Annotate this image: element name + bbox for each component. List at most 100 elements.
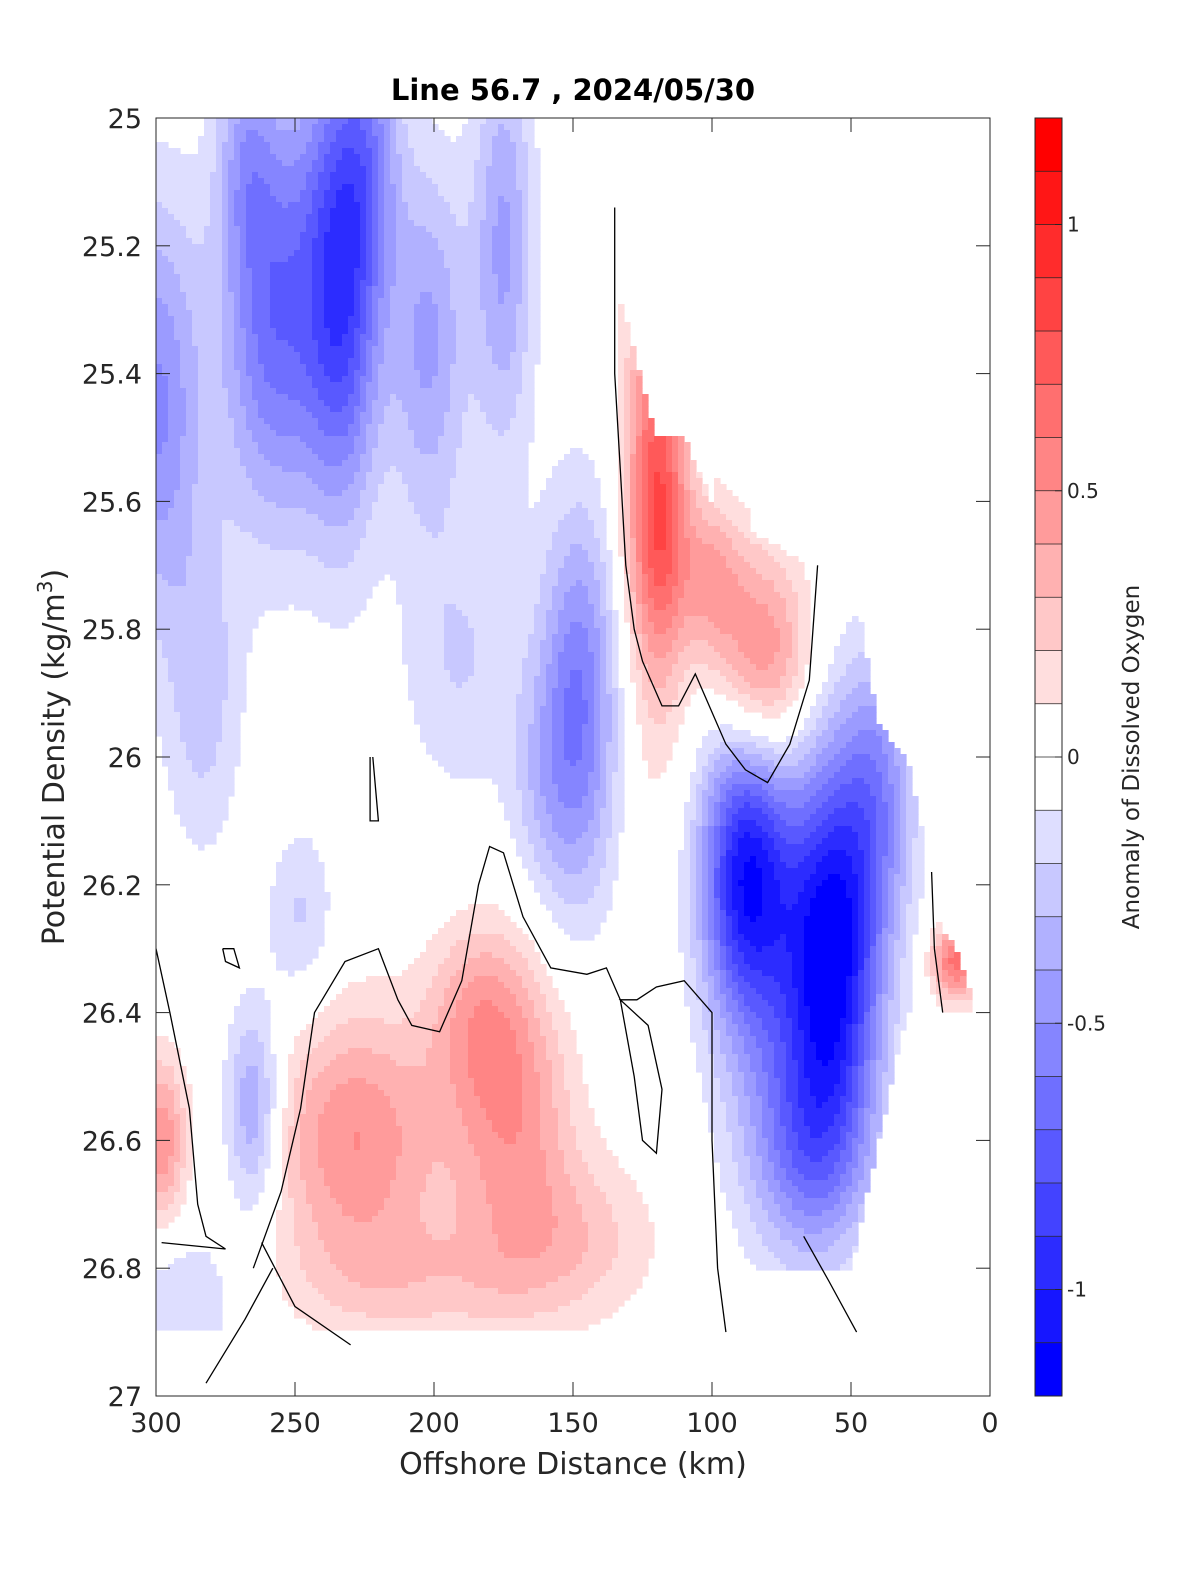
contour-cell (156, 472, 181, 479)
contour-cell (414, 160, 475, 167)
contour-cell (156, 412, 169, 419)
contour-cell (276, 1240, 295, 1247)
contour-cell (486, 1180, 547, 1187)
contour-cell (888, 820, 895, 827)
contour-cell (726, 838, 733, 845)
contour-cell (222, 196, 229, 203)
contour-cell (774, 1048, 787, 1055)
contour-cell (354, 442, 367, 449)
contour-cell (804, 1036, 811, 1043)
contour-cell (366, 184, 373, 191)
contour-cell (432, 382, 451, 389)
contour-cell (456, 1102, 481, 1109)
contour-cell (510, 250, 523, 257)
contour-cell (516, 346, 529, 353)
contour-cell (396, 1060, 427, 1067)
contour-cell (738, 1168, 751, 1175)
contour-cell (240, 448, 259, 455)
contour-cell (222, 154, 235, 161)
contour-cell (852, 994, 859, 1001)
contour-cell (282, 1204, 295, 1211)
contour-cell (588, 1234, 619, 1241)
contour-cell (282, 1162, 289, 1169)
contour-cell (198, 772, 205, 779)
contour-cell (906, 850, 913, 857)
contour-cell (324, 1006, 421, 1013)
colorbar-segment (1035, 277, 1062, 332)
contour-cell (606, 742, 619, 749)
contour-cell (228, 262, 241, 269)
contour-cell (360, 364, 367, 371)
contour-cell (546, 994, 559, 1001)
contour-cell (954, 976, 961, 983)
contour-cell (678, 652, 721, 659)
contour-cell (384, 166, 391, 173)
contour-cell (528, 298, 541, 305)
contour-cell (222, 1120, 235, 1127)
contour-cell (180, 820, 223, 827)
contour-cell (708, 994, 715, 1001)
contour-cell (366, 136, 379, 143)
contour-cell (174, 490, 193, 497)
contour-cell (750, 1168, 763, 1175)
contour-cell (540, 664, 547, 671)
contour-cell (546, 1036, 559, 1043)
contour-cell (240, 166, 313, 173)
contour-cell (198, 370, 223, 377)
contour-cell (222, 298, 235, 305)
contour-cell (240, 148, 271, 155)
contour-cell (852, 916, 859, 923)
contour-cell (366, 358, 373, 365)
contour-cell (396, 226, 427, 233)
contour-cell (180, 1174, 193, 1181)
contour-cell (852, 1084, 859, 1091)
contour-cell (648, 562, 673, 569)
contour-cell (762, 1048, 775, 1055)
contour-cell (156, 502, 175, 509)
contour-cell (762, 838, 775, 845)
contour-cell (252, 172, 259, 179)
contour-cell (510, 226, 523, 233)
contour-cell (834, 658, 853, 665)
contour-cell (708, 832, 715, 839)
contour-cell (456, 604, 535, 611)
contour-cell (852, 1000, 859, 1007)
contour-cell (390, 394, 397, 401)
contour-cell (864, 874, 871, 881)
contour-cell (594, 652, 601, 659)
contour-cell (882, 1006, 889, 1013)
contour-cell (354, 1138, 361, 1145)
contour-cell (312, 1084, 337, 1091)
contour-cell (366, 262, 373, 269)
contour-cell (864, 1138, 871, 1145)
contour-cell (906, 922, 919, 929)
contour-cell (528, 208, 541, 215)
contour-cell (726, 1102, 739, 1109)
contour-cell (744, 676, 781, 683)
contour-cell (222, 220, 229, 227)
contour-cell (390, 136, 397, 143)
contour-cell (228, 196, 235, 203)
contour-cell (588, 712, 595, 719)
contour-cell (528, 304, 541, 311)
contour-cell (162, 652, 229, 659)
contour-cell (630, 424, 637, 431)
contour-cell (720, 868, 727, 875)
contour-cell (402, 154, 415, 161)
contour-cell (678, 538, 691, 545)
contour-cell (510, 418, 535, 425)
contour-cell (492, 1210, 553, 1217)
contour-cell (816, 754, 835, 761)
contour-cell (876, 946, 883, 953)
contour-cell (480, 1000, 493, 1007)
contour-cell (318, 352, 355, 359)
contour-cell (930, 988, 937, 995)
contour-cell (780, 1108, 793, 1115)
contour-cell (720, 862, 727, 869)
contour-cell (228, 214, 235, 221)
contour-cell (792, 1048, 805, 1055)
contour-cell (822, 838, 859, 845)
contour-cell (570, 1090, 589, 1097)
contour-cell (546, 700, 553, 707)
contour-cell (534, 610, 547, 617)
